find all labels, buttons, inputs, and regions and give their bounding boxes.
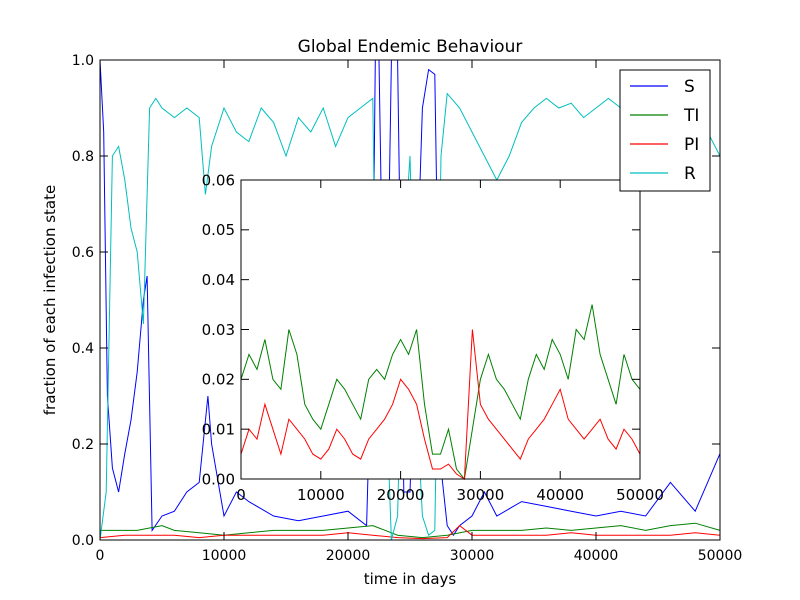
inset-x-tick-label: 40000	[536, 486, 584, 504]
legend-label-pi: PI	[684, 135, 699, 155]
inset-y-tick-label: 0.00	[202, 470, 235, 488]
inset-series-1-line	[240, 329, 641, 480]
inset-y-tick-label: 0.06	[202, 171, 235, 189]
inset-plot-area	[241, 180, 640, 479]
inset-y-tick-label: 0.04	[202, 271, 235, 289]
main-plot-frame	[99, 59, 721, 541]
main-title: Global Endemic Behaviour	[298, 37, 523, 57]
inset-y-tick-label: 0.05	[202, 221, 235, 239]
inset-x-tick-label: 20000	[377, 486, 425, 504]
inset-x-tick-label: 10000	[297, 486, 345, 504]
inset-y-tick-label: 0.01	[202, 420, 235, 438]
inset-x-tick-label: 0	[236, 486, 246, 504]
inset-x-tick-label: 30000	[457, 486, 505, 504]
inset-ticks: 0 10000 20000 30000 40000 50000 0.00 0.01 0.02 0.…	[202, 171, 664, 504]
inset-y-tick-label: 0.03	[202, 321, 235, 339]
main-y-tick-label: 0.2	[72, 437, 94, 453]
main-series-pi-line	[99, 524, 721, 540]
main-x-tick-label: 40000	[574, 548, 619, 564]
main-y-tick-label: 0.6	[72, 245, 94, 261]
inset-series-group	[240, 304, 641, 481]
inset-y-tick-label: 0.02	[202, 371, 235, 389]
main-x-tick-label: 20000	[326, 548, 371, 564]
main-ticks: 0 10000 20000 30000 40000 50000 0.0 0.2 0.4 0.6 0.…	[72, 53, 743, 564]
main-x-tick-label: 30000	[450, 548, 495, 564]
legend-label-r: R	[684, 164, 696, 184]
legend: S TI PI R	[619, 69, 711, 192]
main-y-tick-label: 0.0	[72, 533, 94, 549]
main-y-axis-label: fraction of each infection state	[41, 185, 59, 416]
inset-series-0-line	[240, 304, 641, 481]
legend-label-s: S	[684, 77, 695, 97]
main-y-tick-label: 0.8	[72, 149, 94, 165]
main-x-tick-label: 0	[96, 548, 105, 564]
legend-label-ti: TI	[683, 106, 699, 126]
legend-items: S TI PI R	[630, 77, 699, 184]
main-x-tick-label: 10000	[202, 548, 247, 564]
main-series-ti-line	[100, 522, 721, 539]
main-x-axis-label: time in days	[364, 570, 457, 588]
inset-x-tick-label: 50000	[616, 486, 664, 504]
main-x-tick-label: 50000	[698, 548, 743, 564]
main-y-tick-label: 1.0	[72, 53, 94, 69]
main-y-tick-label: 0.4	[72, 341, 94, 357]
legend-box	[619, 69, 711, 192]
inset-chart: 0 10000 20000 30000 40000 50000 0.00 0.01 0.02 0.…	[202, 171, 664, 504]
